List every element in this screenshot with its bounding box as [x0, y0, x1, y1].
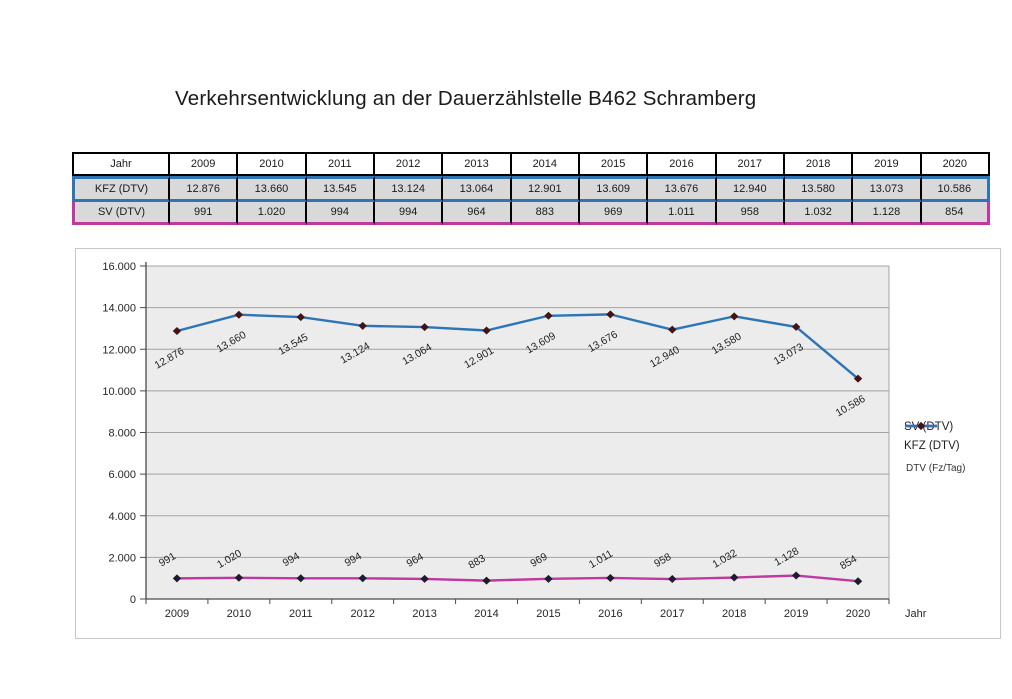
table-cell: 13.064 [443, 176, 512, 202]
data-point-marker-kfz [420, 323, 429, 332]
data-table: Jahr 2009 2010 2011 2012 2013 2014 2015 2016 2017… [72, 152, 990, 225]
series-line-sv [176, 574, 859, 583]
kfz-series-legend-marker-icon [905, 422, 937, 430]
table-cell: 994 [306, 202, 375, 225]
table-cell: 991 [170, 202, 239, 225]
legend-note: DTV (Fz/Tag) [906, 463, 966, 474]
chart-svg: 0 2.000 4.000 6.000 8.000 10.000 12.000 14.000 1… [102, 261, 927, 620]
data-point-marker-sv [482, 576, 491, 585]
table-header-year: 2013 [443, 152, 512, 176]
table-header-row: Jahr 2009 2010 2011 2012 2013 2014 2015 2016 2017… [72, 152, 990, 176]
data-point-marker-sv [234, 573, 244, 582]
x-tick-label: 2011 [289, 608, 313, 620]
table-header-year: 2009 [170, 152, 239, 176]
x-tick-label: 2019 [784, 608, 808, 620]
data-point-marker-kfz [296, 313, 305, 322]
data-point-marker-sv [296, 574, 305, 583]
data-point-marker-kfz [668, 325, 677, 334]
table-header-year: 2019 [853, 152, 922, 176]
row-label: SV (DTV) [72, 202, 170, 225]
table-header-year: 2014 [511, 152, 580, 176]
x-tick-label: 2015 [536, 608, 560, 620]
data-point-marker-kfz [234, 310, 244, 319]
data-point-marker-sv [172, 574, 182, 583]
table-cell: 994 [374, 202, 444, 225]
table-header-label: Jahr [72, 152, 170, 176]
table-header-year: 2012 [374, 152, 444, 176]
y-tick-label: 6.000 [108, 469, 136, 481]
x-axis-title: Jahr [905, 608, 927, 620]
table-cell: 854 [921, 202, 990, 225]
table-header-year: 2010 [238, 152, 307, 176]
y-tick-label: 8.000 [108, 428, 136, 440]
page-title: Verkehrsentwicklung an der Dauerzählstel… [175, 87, 757, 110]
y-tick-label: 2.000 [108, 552, 136, 564]
table-cell: 13.609 [579, 176, 649, 202]
data-table-container: Jahr 2009 2010 2011 2012 2013 2014 2015 2016 2017… [72, 152, 990, 225]
table-cell: 12.940 [716, 176, 785, 202]
y-tick-label: 0 [130, 594, 136, 606]
data-point-marker-sv [853, 577, 863, 586]
data-point-marker-kfz [791, 322, 801, 331]
y-tick-label: 12.000 [102, 344, 136, 356]
chart-legend: SV (DTV) KFZ (DTV) DTV (Fz/Tag) [904, 421, 965, 474]
data-point-marker-sv [791, 571, 801, 580]
data-point-marker-sv [668, 575, 677, 584]
data-point-marker-kfz [730, 312, 739, 321]
table-cell: 13.580 [784, 176, 854, 202]
x-tick-label: 2010 [227, 608, 251, 620]
data-point-marker-kfz [606, 310, 615, 319]
table-cell: 13.073 [853, 176, 922, 202]
table-cell: 12.901 [511, 176, 580, 202]
x-tick-label: 2009 [165, 608, 189, 620]
data-point-marker-kfz [853, 374, 863, 383]
y-tick-label: 4.000 [108, 511, 136, 523]
legend-item-kfz: KFZ (DTV) [904, 422, 965, 452]
x-tick-label: 2020 [846, 608, 870, 620]
y-tick-label: 16.000 [102, 261, 136, 273]
data-point-marker-sv [420, 574, 429, 583]
y-tick-label: 14.000 [102, 303, 136, 315]
y-tick-label: 10.000 [102, 386, 136, 398]
table-cell: 13.124 [374, 176, 444, 202]
table-cell: 1.011 [648, 202, 717, 225]
table-cell: 883 [511, 202, 580, 225]
table-cell: 13.545 [306, 176, 375, 202]
table-cell: 1.032 [784, 202, 854, 225]
legend-label-kfz: KFZ (DTV) [904, 440, 960, 452]
table-cell: 958 [716, 202, 785, 225]
table-cell: 964 [443, 202, 512, 225]
data-point-marker-kfz [358, 321, 367, 330]
table-cell: 10.586 [921, 176, 990, 202]
table-cell: 13.676 [648, 176, 717, 202]
table-header-year: 2018 [784, 152, 854, 176]
data-point-marker-sv [358, 574, 367, 583]
table-cell: 969 [579, 202, 649, 225]
data-point-marker-kfz [482, 326, 491, 335]
x-tick-label: 2016 [598, 608, 622, 620]
data-point-marker-kfz [172, 327, 182, 336]
x-tick-label: 2014 [474, 608, 498, 620]
table-cell: 13.660 [238, 176, 307, 202]
table-header-year: 2011 [306, 152, 375, 176]
chart-panel: SV (DTV) KFZ (DTV) DTV (Fz/Tag) 0 2.000 4.… [75, 248, 1001, 639]
row-label: KFZ (DTV) [72, 176, 170, 202]
table-cell: 12.876 [170, 176, 239, 202]
table-cell: 1.128 [853, 202, 922, 225]
table-header-year: 2020 [921, 152, 990, 176]
table-header-year: 2015 [579, 152, 649, 176]
series-line-kfz [176, 313, 859, 380]
x-tick-label: 2018 [722, 608, 746, 620]
x-tick-label: 2013 [412, 608, 436, 620]
table-row-sv: SV (DTV) 991 1.020 994 994 964 883 969 1.011 958 1… [72, 202, 990, 225]
data-point-marker-sv [730, 573, 739, 582]
table-row-kfz: KFZ (DTV) 12.876 13.660 13.545 13.124 13.064 1… [72, 176, 990, 202]
table-header-year: 2017 [716, 152, 785, 176]
table-cell: 1.020 [238, 202, 307, 225]
x-tick-label: 2017 [660, 608, 684, 620]
x-tick-label: 2012 [350, 608, 374, 620]
table-header-year: 2016 [648, 152, 717, 176]
data-point-marker-sv [606, 573, 615, 582]
